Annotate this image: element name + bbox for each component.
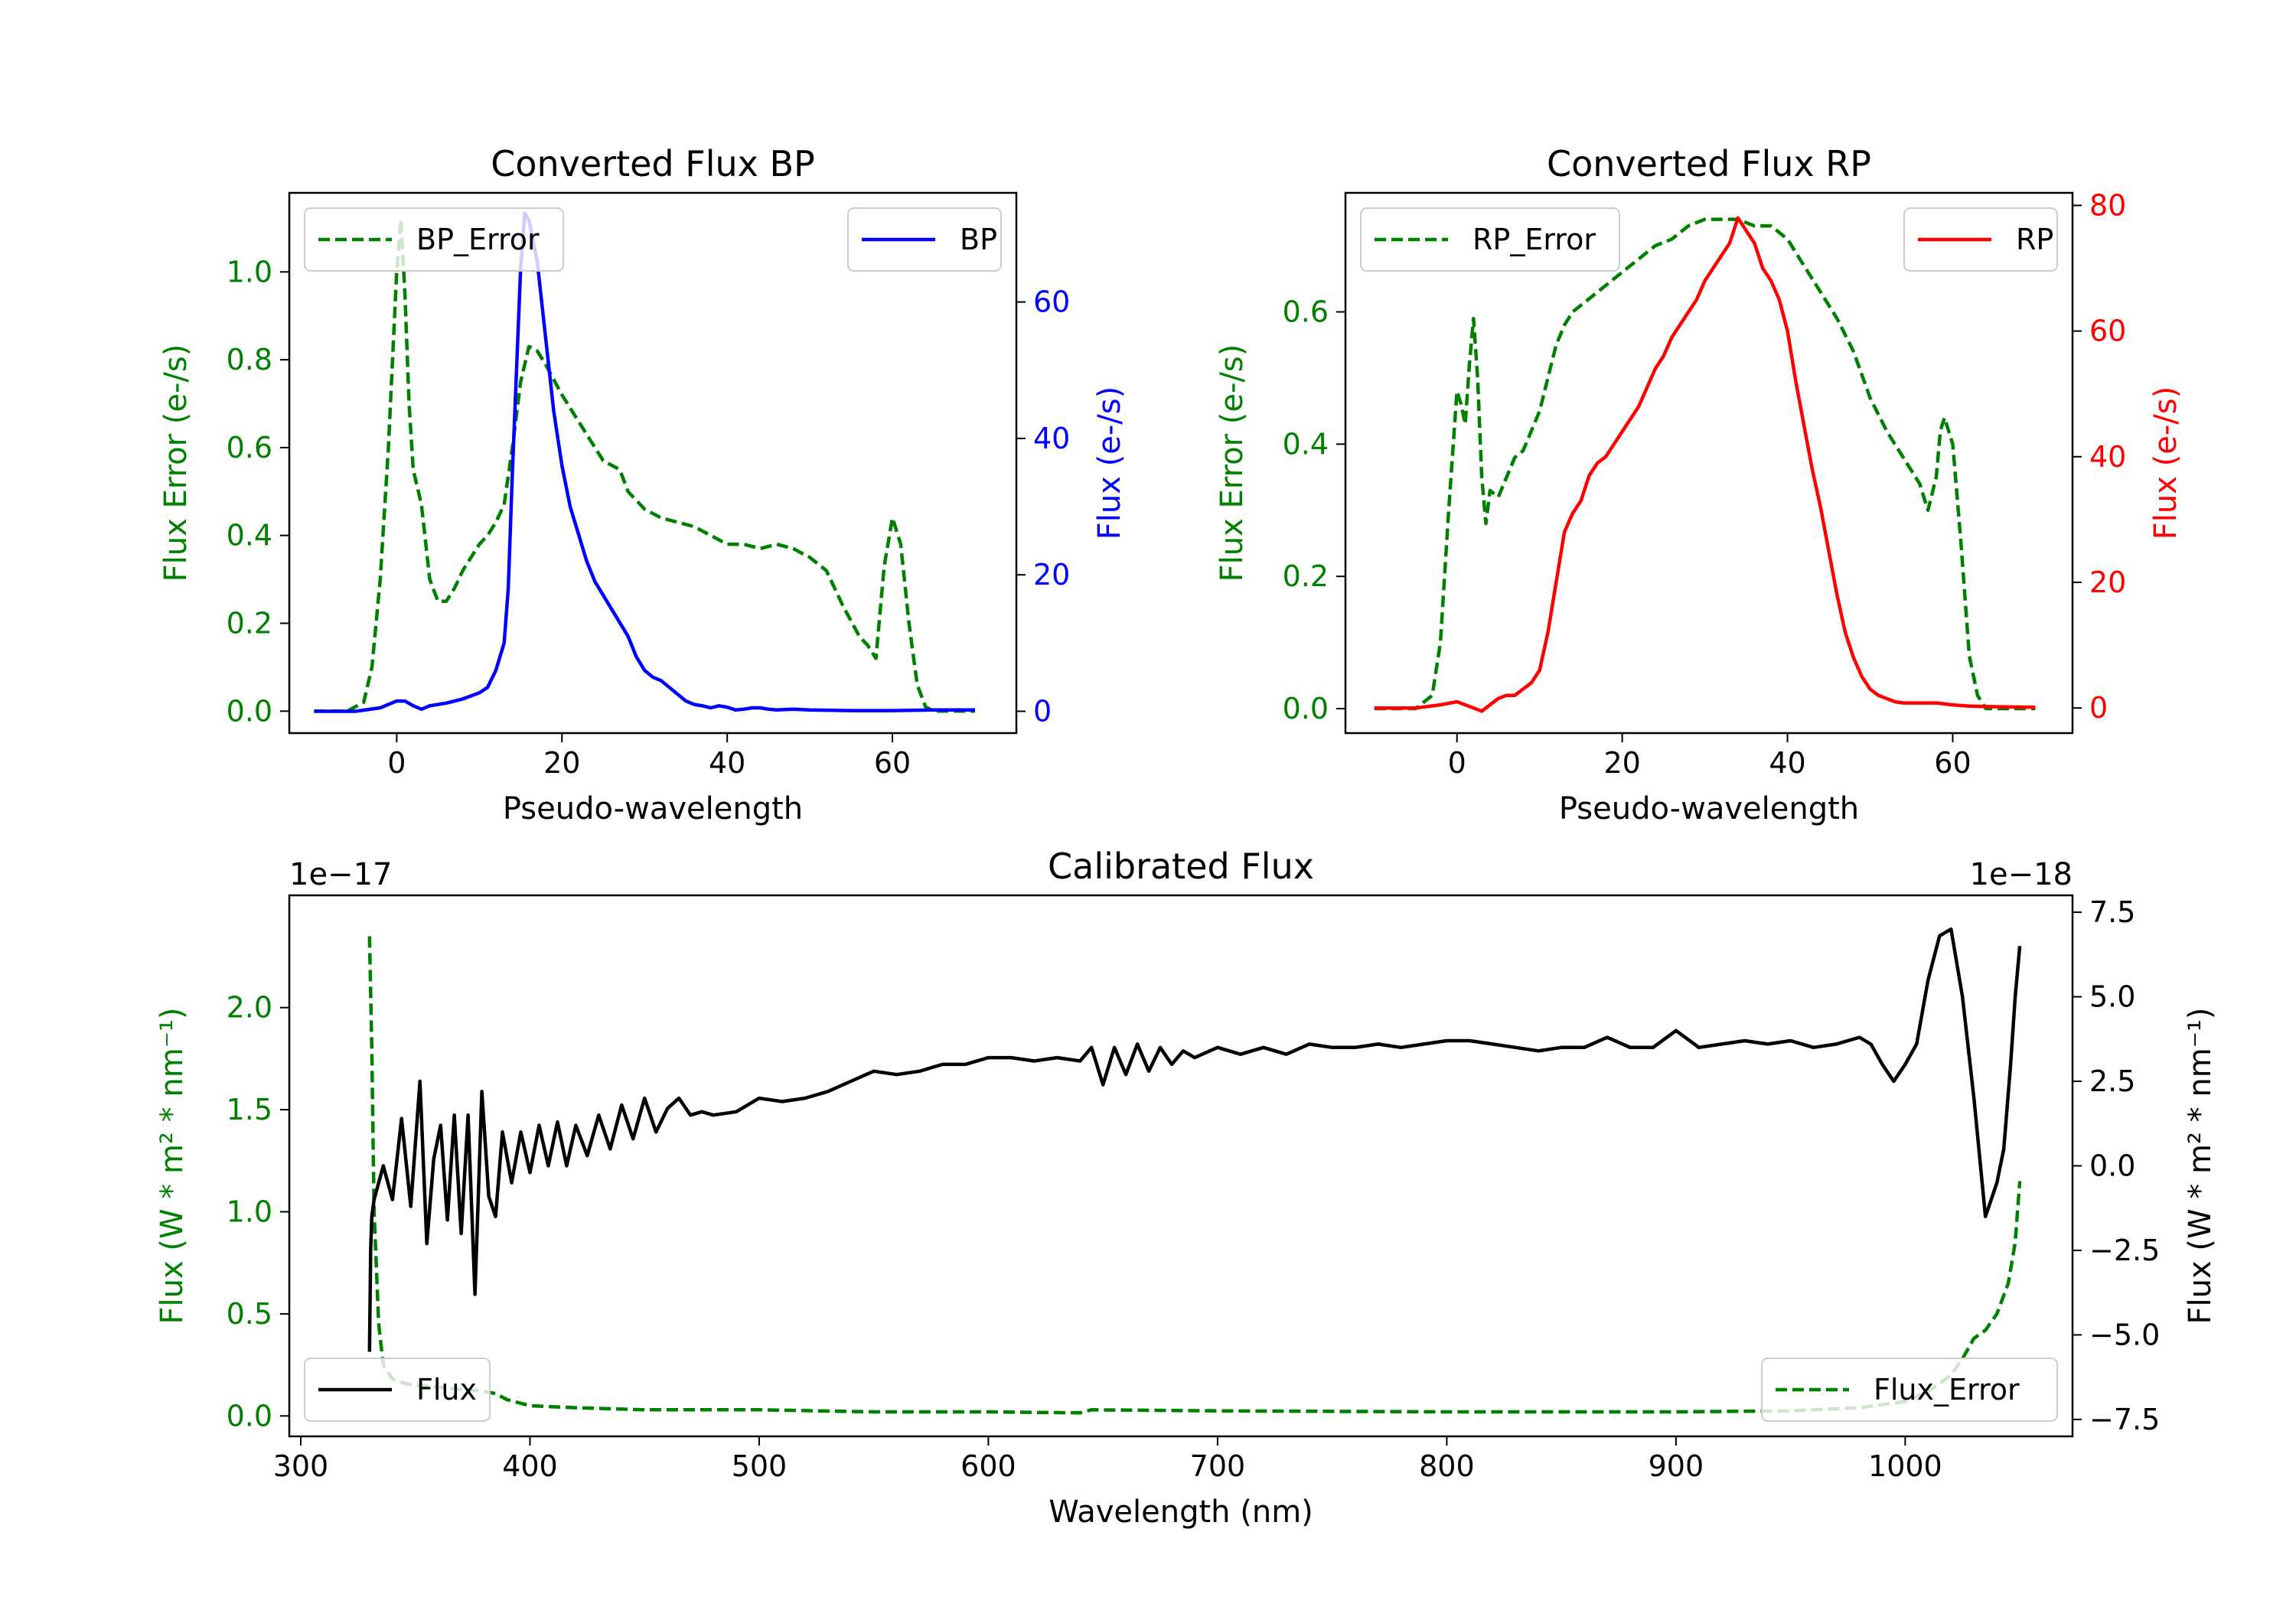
y-left-tick-label: 0.4 bbox=[227, 519, 272, 553]
series-line-flux-error bbox=[367, 936, 2022, 1415]
y-left-tick-label: 0.6 bbox=[1283, 295, 1329, 329]
legend-flux: Flux bbox=[304, 1358, 491, 1422]
y-left-tick-label: 0.2 bbox=[227, 607, 272, 641]
x-axis-label: Pseudo-wavelength bbox=[1559, 791, 1859, 826]
x-tick-label: 40 bbox=[1769, 746, 1805, 780]
legend-flux-error: Flux_Error bbox=[1761, 1358, 2058, 1422]
y-left-axis-label: Flux Error (e-/s) bbox=[1215, 344, 1250, 582]
y-right-axis-label: Flux (e-/s) bbox=[1092, 386, 1127, 539]
x-tick-label: 600 bbox=[960, 1449, 1016, 1483]
y-right-tick-label: 60 bbox=[1033, 285, 1070, 319]
plot-frame bbox=[288, 191, 1018, 735]
y-left-tick-label: 2.0 bbox=[227, 991, 272, 1025]
x-tick-label: 40 bbox=[709, 746, 745, 780]
y-left-tick-label: 0.0 bbox=[227, 1399, 272, 1433]
x-tick-label: 300 bbox=[273, 1449, 329, 1483]
y-right-tick-label: −5.0 bbox=[2089, 1318, 2160, 1351]
plot-frame bbox=[1344, 191, 2074, 735]
y-left-tick-label: 1.0 bbox=[227, 1195, 272, 1229]
legend-bp: BP bbox=[847, 207, 1002, 272]
y-right-tick-label: 0 bbox=[1033, 694, 1052, 728]
y-left-axis-label: Flux Error (e-/s) bbox=[158, 344, 194, 582]
chart-title: Converted Flux BP bbox=[491, 143, 815, 184]
x-axis-label: Wavelength (nm) bbox=[1049, 1495, 1313, 1530]
y-left-tick-label: 0.4 bbox=[1283, 427, 1329, 461]
chart-title: Calibrated Flux bbox=[1048, 846, 1314, 887]
y-left-tick-label: 0.0 bbox=[1283, 692, 1329, 725]
x-tick-label: 800 bbox=[1419, 1449, 1475, 1483]
legend-box bbox=[304, 1358, 491, 1422]
x-tick-label: 20 bbox=[1603, 746, 1640, 780]
y-right-tick-label: 40 bbox=[2089, 440, 2126, 474]
y-left-tick-label: 0.2 bbox=[1283, 559, 1329, 593]
legend-label: Flux bbox=[416, 1373, 477, 1407]
y-right-axis-label: Flux (e-/s) bbox=[2148, 386, 2183, 539]
y-right-tick-label: 0 bbox=[2089, 691, 2108, 725]
legend-box bbox=[304, 207, 564, 272]
y-left-offset-label: 1e−17 bbox=[289, 857, 392, 892]
y-right-tick-label: 0.0 bbox=[2089, 1149, 2135, 1183]
y-left-tick-label: 0.8 bbox=[227, 343, 272, 376]
legend-box bbox=[1360, 207, 1620, 272]
series-line-flux bbox=[367, 927, 2022, 1352]
y-right-tick-label: 5.0 bbox=[2089, 980, 2135, 1014]
x-tick-label: 900 bbox=[1649, 1449, 1704, 1483]
y-right-tick-label: 20 bbox=[1033, 558, 1070, 592]
y-right-tick-label: 80 bbox=[2089, 188, 2126, 222]
legend-rp-error: RP_Error bbox=[1360, 207, 1620, 272]
y-right-offset-label: 1e−18 bbox=[1970, 857, 2073, 892]
legend-label: BP_Error bbox=[416, 223, 540, 256]
y-left-tick-label: 1.0 bbox=[227, 255, 272, 288]
y-left-tick-label: 1.5 bbox=[227, 1093, 272, 1126]
series-line-rp bbox=[1374, 216, 2036, 713]
legend-box bbox=[1761, 1358, 2058, 1422]
x-tick-label: 20 bbox=[543, 746, 580, 780]
y-left-tick-label: 0.0 bbox=[227, 694, 272, 728]
chart-cal: 300 400 500 600 700 800 900 1000 0.0 0.5 1.0 1.5 2.0… bbox=[155, 846, 2218, 1530]
y-right-axis-label: Flux (W * m² * nm⁻¹) bbox=[2183, 1008, 2218, 1325]
legend-label: Flux_Error bbox=[1874, 1373, 2020, 1407]
plot-frame bbox=[288, 894, 2074, 1438]
y-right-tick-label: 60 bbox=[2089, 315, 2126, 348]
legend-bp-error: BP_Error bbox=[304, 207, 564, 272]
y-right-tick-label: 40 bbox=[1033, 422, 1070, 455]
legend-label: BP bbox=[960, 223, 997, 256]
legend-label: RP bbox=[2016, 223, 2053, 256]
x-axis-label: Pseudo-wavelength bbox=[503, 791, 803, 826]
legend-rp: RP bbox=[1903, 207, 2058, 272]
y-left-tick-label: 0.6 bbox=[227, 431, 272, 464]
chart-bp: 0 20 40 60 0.0 0.2 0.4 0.6 0.8 1.0 0 20 40 60 Converte… bbox=[158, 143, 1127, 826]
chart-rp: 0 20 40 60 0.0 0.2 0.4 0.6 0 20 40 60 80 Converted Fl… bbox=[1215, 143, 2183, 826]
legend-label: RP_Error bbox=[1473, 223, 1596, 256]
x-tick-label: 0 bbox=[387, 746, 406, 780]
y-right-tick-label: −7.5 bbox=[2089, 1403, 2160, 1436]
y-right-tick-label: 7.5 bbox=[2089, 895, 2135, 929]
y-right-tick-label: 20 bbox=[2089, 566, 2126, 599]
x-tick-label: 1000 bbox=[1868, 1449, 1942, 1483]
x-tick-label: 500 bbox=[732, 1449, 788, 1483]
y-right-tick-label: −2.5 bbox=[2089, 1234, 2160, 1267]
y-left-tick-label: 0.5 bbox=[227, 1297, 272, 1331]
x-tick-label: 0 bbox=[1448, 746, 1466, 780]
x-tick-label: 60 bbox=[874, 746, 911, 780]
x-tick-label: 400 bbox=[502, 1449, 558, 1483]
y-right-tick-label: 2.5 bbox=[2089, 1064, 2135, 1098]
x-tick-label: 60 bbox=[1934, 746, 1971, 780]
series-line-rp-error bbox=[1374, 217, 2036, 711]
chart-title: Converted Flux RP bbox=[1547, 143, 1871, 184]
series-line-bp-error bbox=[314, 217, 975, 713]
x-tick-label: 700 bbox=[1190, 1449, 1246, 1483]
series-line-bp bbox=[314, 211, 975, 713]
y-left-axis-label: Flux (W * m² * nm⁻¹) bbox=[155, 1008, 190, 1325]
